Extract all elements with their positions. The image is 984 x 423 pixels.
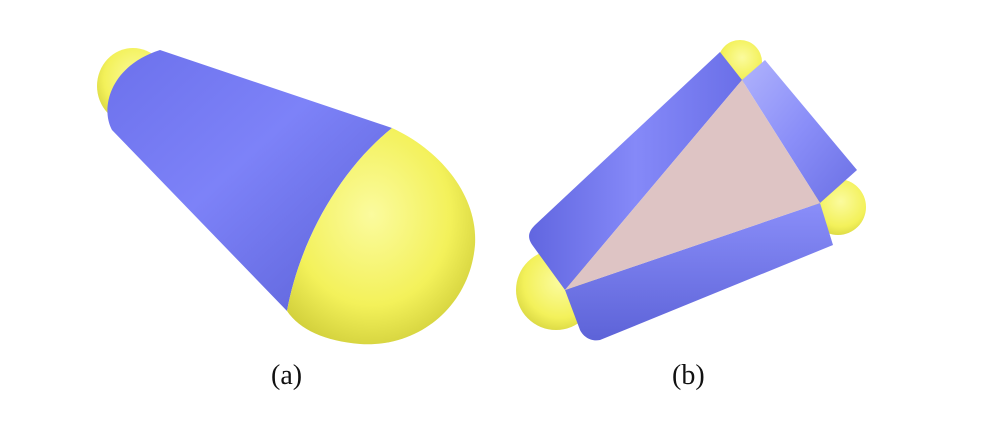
caption-b: (b) — [672, 360, 705, 391]
blue-edge-bottom — [565, 203, 833, 341]
pink-triangle-face — [565, 80, 820, 290]
panel-b-rounded-triangle — [516, 40, 866, 341]
blue-edge-right — [742, 60, 857, 203]
caption-a: (a) — [271, 360, 303, 391]
panel-a-cone-capsule — [97, 48, 476, 345]
blue-edge-left — [529, 52, 742, 290]
blue-cone-body — [107, 50, 392, 311]
big-yellow-cap — [287, 128, 476, 345]
